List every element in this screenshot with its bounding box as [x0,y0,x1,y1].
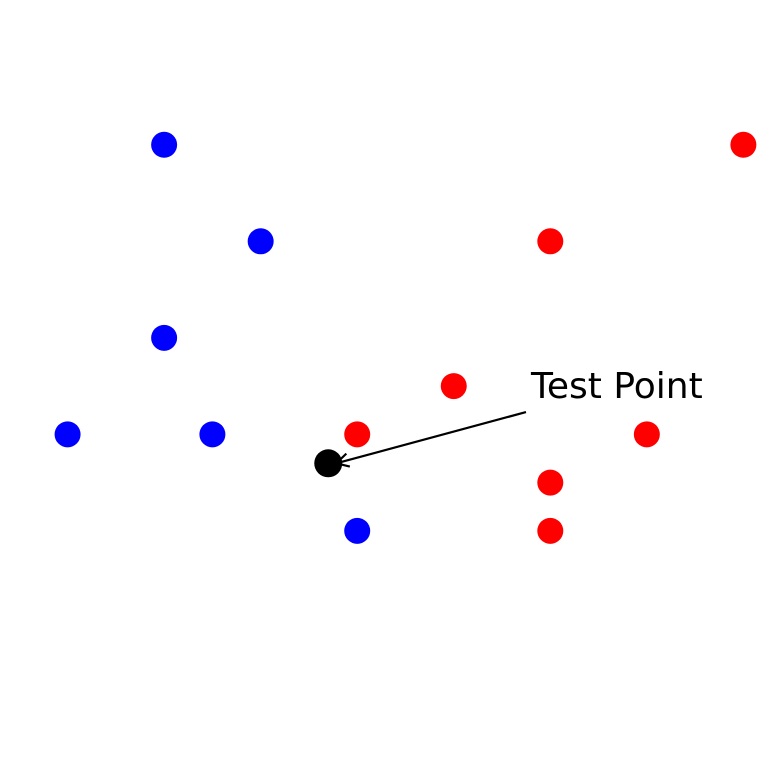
blue-point-2 [151,324,178,351]
points-layer [54,131,757,544]
red-point-2 [440,373,467,400]
annotation-layer: Test Point [334,366,703,468]
blue-point-0 [151,131,178,158]
annotation-label: Test Point [530,366,703,407]
test-point [314,449,343,478]
annotation-arrow [335,411,527,465]
red-point-4 [633,421,660,448]
red-point-3 [344,421,371,448]
red-point-5 [537,469,564,496]
blue-point-1 [247,228,274,255]
red-point-1 [537,228,564,255]
blue-point-4 [199,421,226,448]
blue-point-5 [344,517,371,544]
annotation-arrow-head [334,452,351,468]
red-point-0 [730,131,757,158]
red-point-6 [537,517,564,544]
blue-point-3 [54,421,81,448]
